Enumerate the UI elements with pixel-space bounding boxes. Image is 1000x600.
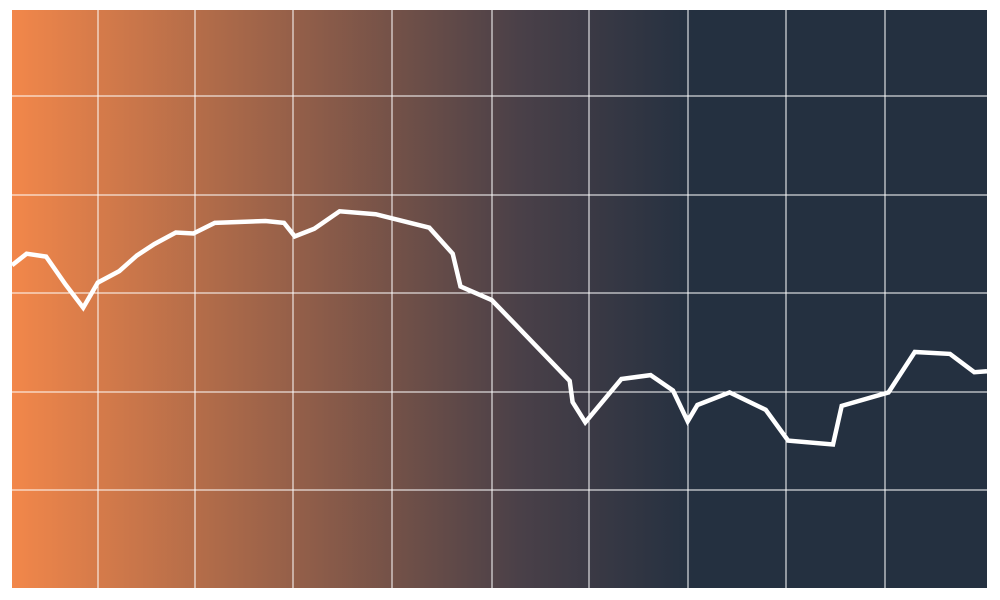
plot-background (12, 10, 987, 588)
series-layer (10, 208, 988, 447)
grid-lines (12, 10, 987, 588)
